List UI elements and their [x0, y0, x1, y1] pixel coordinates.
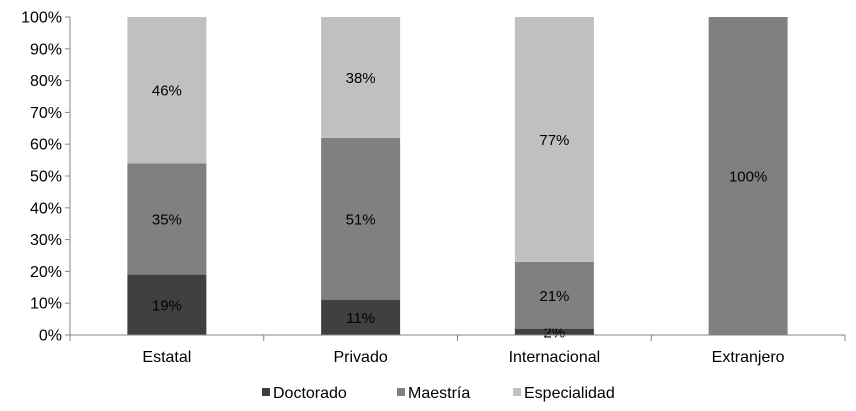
legend-label: Especialidad [524, 385, 615, 402]
y-tick-label: 80% [30, 73, 62, 90]
bar-segment-especialidad-internacional [514, 17, 594, 262]
data-label: 21% [539, 288, 569, 305]
legend-label: Maestría [408, 385, 470, 402]
legend-swatch [513, 388, 521, 396]
y-tick-label: 100% [21, 10, 62, 27]
y-tick-label: 50% [30, 169, 62, 186]
bar-segment-especialidad-estatal [127, 17, 207, 164]
y-tick-label: 90% [30, 41, 62, 58]
legend-swatch [262, 388, 270, 396]
legend-label: Doctorado [273, 385, 347, 402]
y-axis: 0% 10% 20% 30% 40% 50% 60% 70% 80% 90% 100% [21, 10, 71, 345]
x-category-label: Extranjero [712, 349, 785, 366]
data-label: 38% [346, 70, 376, 87]
y-tick-label: 20% [30, 264, 62, 281]
legend: Doctorado Maestría Especialidad [262, 385, 615, 402]
data-label: 46% [152, 83, 182, 100]
data-label: 100% [729, 169, 767, 186]
bar-segment-doctorado-estatal [127, 274, 207, 335]
y-tick-label: 10% [30, 296, 62, 313]
bar-segment-doctorado-privado [321, 300, 401, 335]
y-tick-label: 40% [30, 200, 62, 217]
y-tick-label: 30% [30, 232, 62, 249]
bars-layer: 19%35%46%11%51%38%2%21%77%100% [127, 17, 788, 341]
data-label: 77% [539, 132, 569, 149]
bar-segment-doctorado-internacional [514, 328, 594, 335]
y-tick-label: 70% [30, 105, 62, 122]
y-tick-label: 0% [39, 328, 62, 345]
bar-segment-maestr-a-extranjero [708, 17, 788, 335]
data-label: 11% [346, 310, 375, 327]
bar-segment-especialidad-privado [321, 17, 401, 138]
y-tick-label: 60% [30, 137, 62, 154]
x-category-label: Estatal [142, 349, 191, 366]
x-axis: Estatal Privado Internacional Extranjero [69, 334, 846, 366]
data-label: 19% [152, 297, 182, 314]
bar-segment-maestr-a-estatal [127, 163, 207, 275]
x-category-label: Privado [334, 349, 388, 366]
data-label: 51% [346, 211, 376, 228]
bar-segment-maestr-a-privado [321, 137, 401, 301]
bar-segment-maestr-a-internacional [514, 261, 594, 329]
x-category-label: Internacional [509, 349, 601, 366]
data-label: 35% [152, 211, 182, 228]
legend-swatch [397, 388, 405, 396]
